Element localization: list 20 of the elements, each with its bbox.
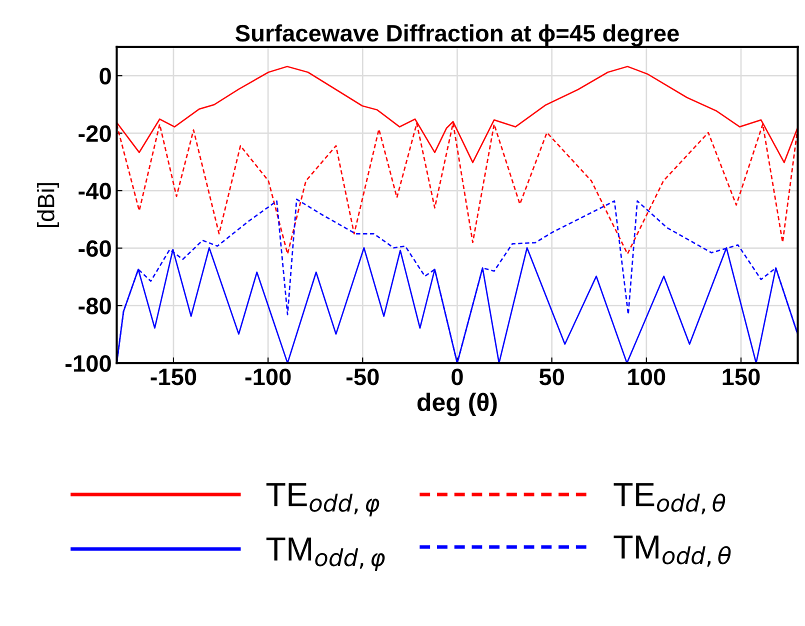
x-axis-title: deg (θ) [417,392,497,416]
x-tick-label: 50 [539,368,564,386]
x-tick-label: -150 [150,368,196,386]
x-tick-label: -50 [346,368,379,386]
y-tick-label: 0 [100,68,111,84]
legend-label: TE$_{odd,φ}$ [266,483,380,516]
legend-label: TM$_{odd,φ}$ [266,538,385,571]
chart-title: Surfacewave Diffraction at ϕ=45 degree [236,24,679,46]
legend-label: TM$_{odd,θ}$ [614,536,731,567]
x-tick-label: 100 [628,368,666,386]
x-tick-label: 0 [452,368,463,386]
y-axis-title: [dBi] [37,183,60,227]
y-tick-label: -20 [78,125,111,142]
x-tick-label: 150 [722,368,760,386]
y-tick-label: -100 [66,355,111,372]
y-tick-label: -60 [78,240,111,257]
y-tick-label: -40 [78,182,111,200]
x-tick-label: -100 [245,368,291,386]
y-tick-label: -80 [78,298,111,314]
legend-label: TE$_{odd,θ}$ [614,483,726,514]
